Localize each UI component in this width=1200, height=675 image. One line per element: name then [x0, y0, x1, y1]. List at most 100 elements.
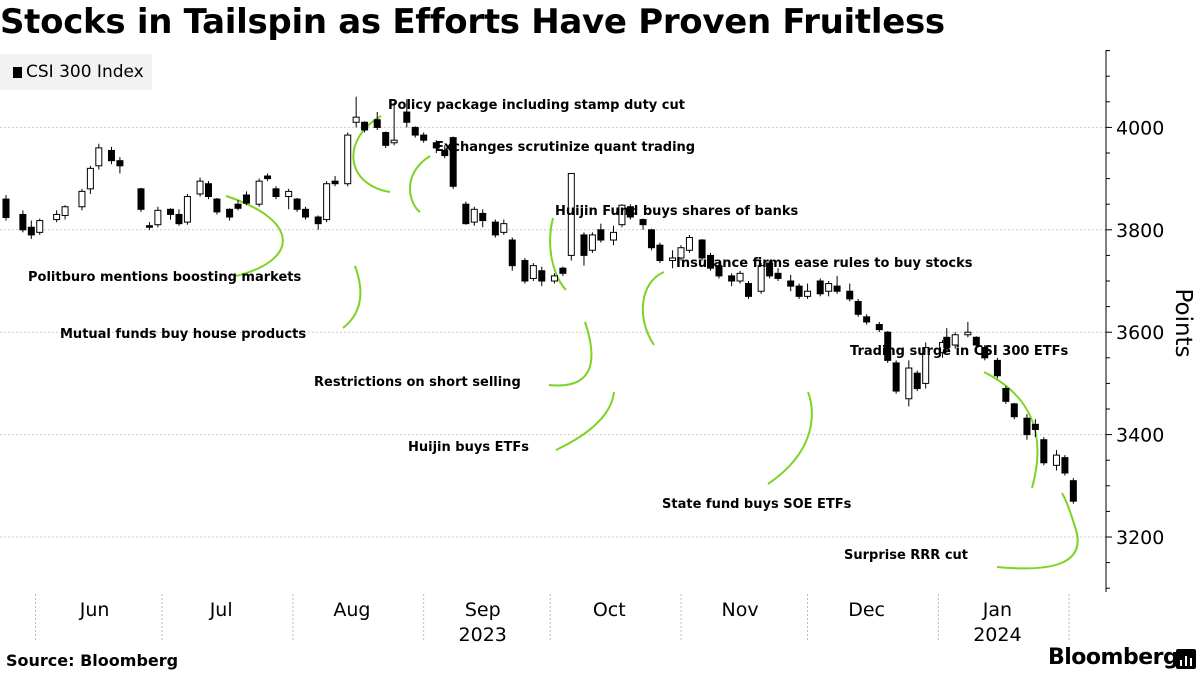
candle-down — [19, 210, 27, 233]
y-tick-label: 4000 — [1116, 117, 1164, 139]
candle-down — [913, 370, 921, 392]
candle-down — [107, 146, 115, 165]
candle-up — [500, 219, 508, 235]
candle-down — [816, 278, 824, 297]
candle-down — [213, 198, 221, 215]
candle-up — [736, 270, 744, 284]
candle-down — [1031, 419, 1039, 438]
candle-down — [272, 186, 280, 200]
candle-down — [698, 239, 706, 261]
candle-up — [922, 342, 930, 389]
candle-down — [1069, 478, 1077, 504]
annotation-label: State fund buys SOE ETFs — [662, 497, 852, 512]
candle-down — [116, 157, 124, 174]
candle-up — [1052, 449, 1060, 471]
candle-down — [981, 345, 989, 361]
candle-down — [167, 208, 175, 220]
x-tick-label: Nov — [722, 599, 759, 621]
chart-title: Stocks in Tailspin as Efforts Have Prove… — [0, 2, 945, 42]
annotation-label: Politburo mentions boosting markets — [28, 270, 301, 285]
candle-down — [27, 220, 35, 240]
candle-down — [382, 131, 390, 148]
annotation-line — [352, 115, 391, 193]
grid — [0, 126, 1106, 538]
candle-down — [1040, 437, 1048, 466]
candle-down — [707, 252, 715, 271]
candle-up — [154, 206, 162, 228]
legend-swatch — [13, 67, 22, 78]
annotation-label: Huijin buys ETFs — [408, 440, 529, 455]
candle-down — [580, 232, 588, 266]
candle-down — [538, 266, 546, 287]
candle-up — [677, 245, 685, 261]
candle-down — [745, 281, 752, 299]
candle-down — [1002, 385, 1010, 404]
candle-up — [529, 263, 537, 281]
candle-down — [892, 360, 900, 394]
annotation-label: Trading surge in CSI 300 ETFs — [850, 344, 1069, 359]
x-year-label: 2023 — [459, 624, 507, 646]
candle-up — [550, 273, 558, 284]
candle-down — [863, 314, 871, 325]
candle-down — [331, 176, 339, 187]
annotation-line — [996, 492, 1079, 570]
candle-up — [323, 181, 331, 223]
candle-down — [137, 187, 145, 212]
candle-down — [462, 201, 470, 225]
candle-down — [972, 336, 980, 348]
x-tick-label: Sep — [465, 599, 501, 621]
annotation-line — [549, 217, 567, 291]
candle-down — [2, 194, 10, 221]
annotation-label: Insurance firms ease rules to buy stocks — [676, 256, 973, 271]
x-tick-label: Jul — [209, 599, 233, 621]
annotations: Politburo mentions boosting markets Mutu… — [28, 98, 1069, 563]
annotation-label: Mutual funds buy house products — [60, 327, 306, 342]
candle-down — [943, 328, 951, 353]
brand-logo: Bloomberg — [1048, 645, 1179, 670]
x-tick-label: Aug — [333, 599, 370, 621]
y-tick-label: 3600 — [1116, 322, 1164, 344]
candle-down — [403, 99, 411, 128]
candle-down — [521, 257, 529, 284]
candle-down — [234, 200, 242, 211]
candle-down — [242, 191, 250, 206]
candle-up — [53, 210, 61, 223]
candle-up — [183, 193, 191, 225]
candle-down — [373, 112, 381, 130]
candle-down — [1010, 402, 1018, 420]
annotation-line — [225, 195, 284, 277]
candle-down — [226, 208, 234, 221]
candle-down — [420, 132, 428, 143]
candle-up — [567, 172, 575, 261]
annotation-line — [555, 391, 615, 451]
annotation-line — [767, 391, 813, 485]
candle-down — [774, 268, 782, 281]
candle-down — [656, 242, 664, 264]
candle-up — [352, 96, 360, 128]
candle-up — [344, 132, 352, 187]
candle-down — [411, 126, 419, 138]
source-note: Source: Bloomberg — [6, 651, 179, 670]
candle-down — [559, 266, 567, 276]
candle-down — [787, 274, 795, 292]
candle-up — [470, 206, 478, 226]
candle-up — [390, 102, 398, 146]
annotation-line — [342, 265, 362, 329]
candle-down — [833, 275, 841, 294]
candle-down — [626, 204, 634, 220]
candle-down — [145, 222, 153, 230]
y-tick-label: 3200 — [1116, 527, 1164, 549]
candle-down — [1061, 455, 1069, 476]
x-axis: Jun Jul Aug Sep Oct Nov Dec Jan 2023 2024 — [35, 594, 1070, 646]
candle-down — [993, 357, 1001, 379]
annotation-label: Restrictions on short selling — [314, 375, 521, 390]
candle-down — [854, 298, 862, 317]
candles — [2, 96, 1077, 504]
candle-down — [875, 321, 883, 333]
candle-up — [951, 332, 959, 349]
candle-down — [884, 331, 892, 363]
y-axis: 3200 3400 3600 3800 4000 — [1105, 50, 1164, 592]
annotation-line — [409, 155, 431, 213]
candle-up — [255, 178, 263, 207]
candle-down — [479, 209, 487, 228]
